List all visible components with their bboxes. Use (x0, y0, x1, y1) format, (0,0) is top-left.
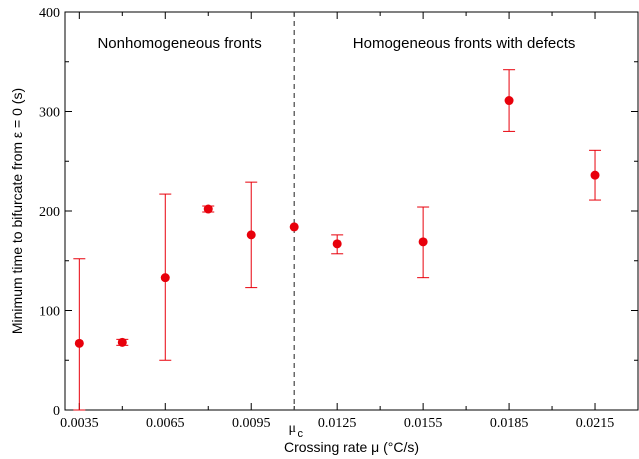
data-point (74, 338, 84, 348)
data-point (117, 337, 127, 347)
annotation-nonhomogeneous: Nonhomogeneous fronts (97, 35, 261, 52)
x-tick-label: 0.0185 (490, 416, 529, 431)
x-tick-label: 0.0155 (404, 416, 443, 431)
y-axis-label: Minimum time to bifurcate from ε = 0 (s) (9, 88, 25, 334)
critical-rate-label: μ (288, 421, 296, 436)
data-point (289, 222, 299, 232)
x-axis-label: Crossing rate μ (°C/s) (284, 439, 419, 455)
x-tick-label: 0.0035 (60, 416, 99, 431)
data-point (203, 204, 213, 214)
x-tick-label: 0.0125 (318, 416, 357, 431)
data-point (418, 237, 428, 247)
y-tick-label: 100 (39, 305, 60, 320)
x-tick-label: 0.0095 (232, 416, 271, 431)
data-point (160, 273, 170, 283)
critical-rate-subscript: c (297, 428, 303, 440)
axis-ticks: 0.0035 0.0065 0.0095 0.0125 0.0155 0.0185 0.02… (39, 6, 639, 431)
y-tick-label: 200 (39, 205, 60, 220)
data-point (590, 170, 600, 180)
y-tick-label: 400 (39, 6, 60, 21)
x-tick-label: 0.0065 (146, 416, 185, 431)
data-point (246, 230, 256, 240)
y-tick-label: 300 (39, 106, 60, 121)
data-point (504, 96, 514, 106)
data-marks (73, 69, 602, 411)
data-point (332, 239, 342, 249)
x-tick-label: 0.0215 (576, 416, 615, 431)
annotation-homogeneous: Homogeneous fronts with defects (353, 35, 576, 52)
y-tick-label: 0 (53, 404, 60, 419)
plot-frame (64, 11, 639, 411)
